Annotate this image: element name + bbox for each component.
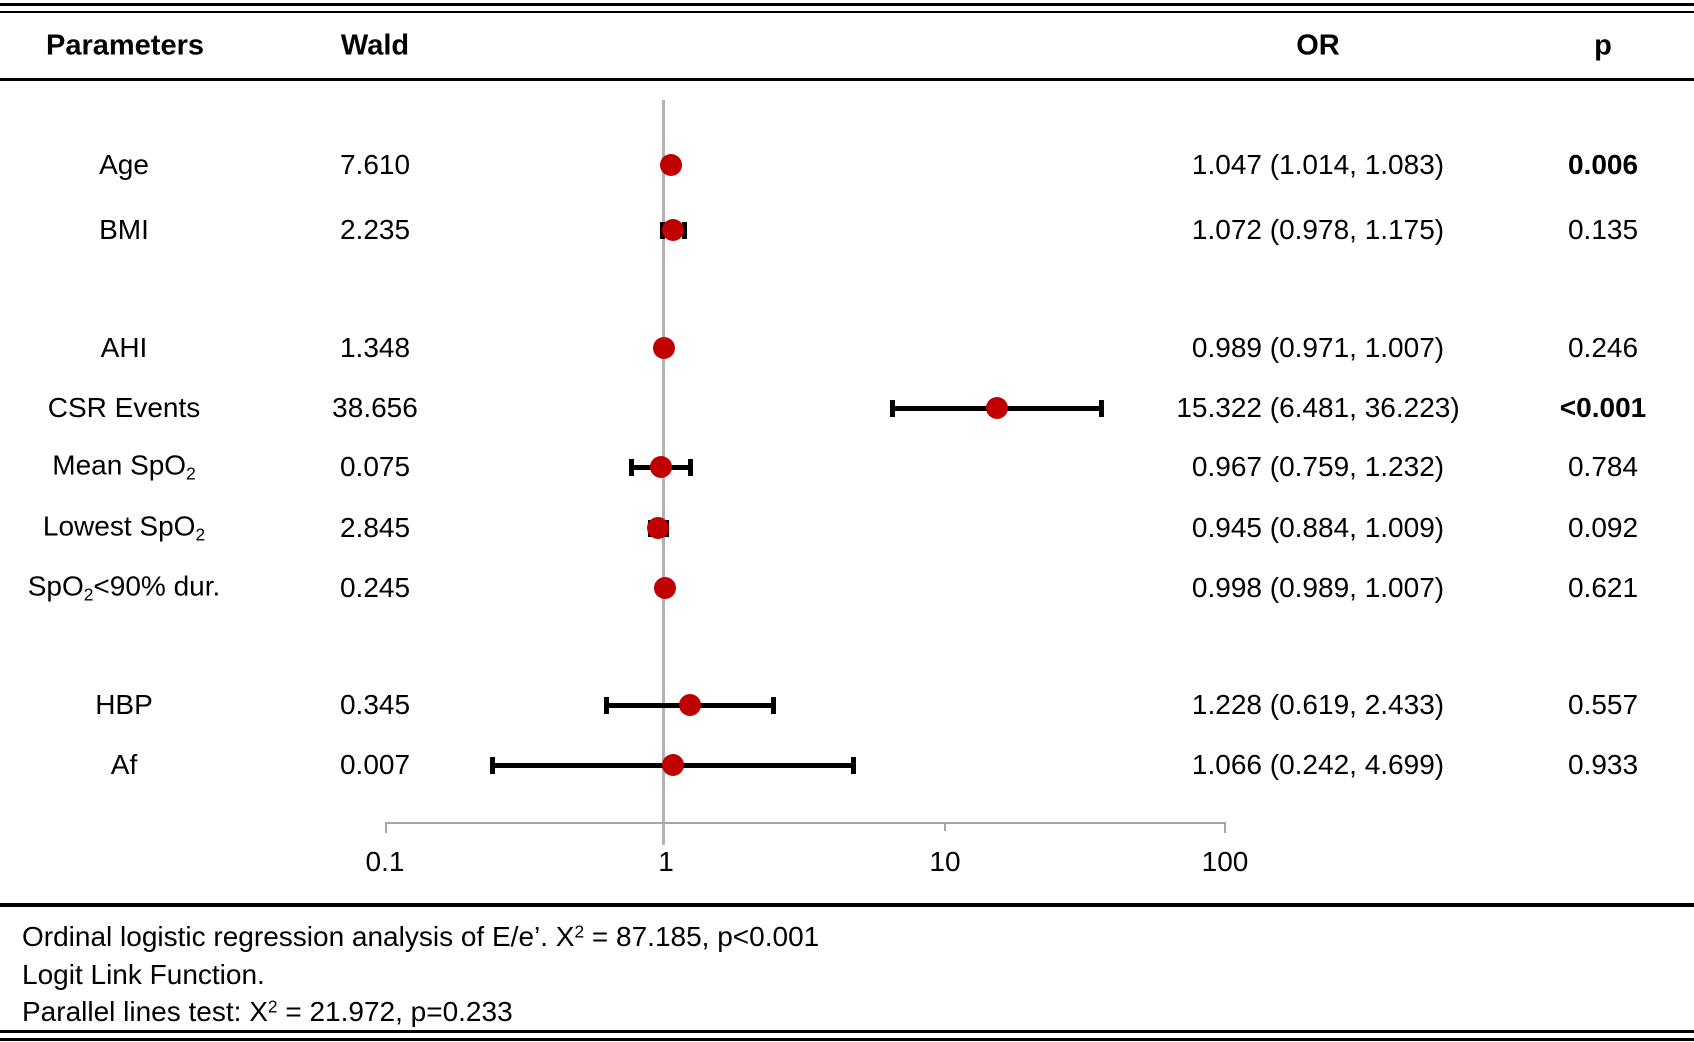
footnote-line: Parallel lines test: X2 = 21.972, p=0.23… xyxy=(22,996,513,1027)
row-p-value: 0.092 xyxy=(1567,512,1639,543)
row-label: Lowest SpO2 xyxy=(42,510,206,545)
row-p-value: 0.933 xyxy=(1567,749,1639,780)
row-or-ci-text: 0.967 (0.759, 1.232) xyxy=(1191,451,1445,482)
or-point-marker xyxy=(985,397,1008,419)
column-header-or: OR xyxy=(1296,29,1340,62)
column-header-wald: Wald xyxy=(340,29,410,62)
row-or-ci-text: 1.047 (1.014, 1.083) xyxy=(1191,149,1445,180)
row-wald-value: 0.245 xyxy=(339,572,411,603)
x-axis-tick-01 xyxy=(385,822,387,833)
ci-cap-left xyxy=(489,756,495,774)
row-wald-value: 2.845 xyxy=(339,512,411,543)
ci-cap-right xyxy=(1099,399,1105,417)
or-point-marker xyxy=(652,337,675,359)
or-point-marker xyxy=(647,517,670,539)
ci-cap-right xyxy=(682,221,688,239)
column-header-parameters: Parameters xyxy=(46,29,204,62)
row-p-value: <0.001 xyxy=(1559,392,1647,423)
x-axis-label-100: 100 xyxy=(1201,846,1249,877)
row-label: Age xyxy=(99,149,149,180)
row-label: Mean SpO2 xyxy=(52,449,196,484)
row-wald-value: 0.345 xyxy=(339,689,411,720)
footnote-line: Logit Link Function. xyxy=(22,959,265,990)
x-axis-label-01: 0.1 xyxy=(365,846,405,877)
row-label: AHI xyxy=(100,332,148,363)
ci-cap-left xyxy=(604,696,610,714)
footnote-line: Ordinal logistic regression analysis of … xyxy=(22,921,820,952)
ci-cap-left xyxy=(628,458,634,476)
row-label: SpO2<90% dur. xyxy=(27,570,221,605)
or-point-marker xyxy=(649,456,672,478)
x-axis-line xyxy=(385,822,1226,824)
row-p-value: 0.006 xyxy=(1567,149,1639,180)
top-rule-inner xyxy=(0,11,1694,13)
row-p-value: 0.557 xyxy=(1567,689,1639,720)
or-point-marker xyxy=(661,754,684,776)
header-rule xyxy=(0,78,1694,81)
ci-cap-right xyxy=(687,458,693,476)
or-point-marker xyxy=(653,577,676,599)
row-label: Af xyxy=(110,749,138,780)
ci-cap-right xyxy=(850,756,856,774)
ci-cap-left xyxy=(659,221,665,239)
row-or-ci-text: 0.945 (0.884, 1.009) xyxy=(1191,512,1445,543)
ci-cap-right xyxy=(770,696,776,714)
x-axis-tick-10 xyxy=(944,822,946,831)
row-or-ci-text: 1.228 (0.619, 2.433) xyxy=(1191,689,1445,720)
row-wald-value: 7.610 xyxy=(339,149,411,180)
row-or-ci-text: 15.322 (6.481, 36.223) xyxy=(1176,392,1460,423)
row-p-value: 0.246 xyxy=(1567,332,1639,363)
bottom-rule-inner xyxy=(0,1038,1694,1041)
row-or-ci-text: 0.998 (0.989, 1.007) xyxy=(1191,572,1445,603)
row-or-ci-text: 1.072 (0.978, 1.175) xyxy=(1191,214,1445,245)
row-or-ci-text: 0.989 (0.971, 1.007) xyxy=(1191,332,1445,363)
row-p-value: 0.621 xyxy=(1567,572,1639,603)
row-wald-value: 0.075 xyxy=(339,451,411,482)
row-label: CSR Events xyxy=(47,392,201,423)
ci-cap-left xyxy=(889,399,895,417)
row-p-value: 0.784 xyxy=(1567,451,1639,482)
top-rule-outer xyxy=(0,3,1694,6)
footnote-rule xyxy=(0,903,1694,907)
or-point-marker xyxy=(659,154,682,176)
or-point-marker xyxy=(678,694,701,716)
row-wald-value: 2.235 xyxy=(339,214,411,245)
column-header-p: p xyxy=(1594,29,1612,62)
x-axis-label-1: 1 xyxy=(658,846,674,877)
row-p-value: 0.135 xyxy=(1567,214,1639,245)
x-axis-label-10: 10 xyxy=(929,846,961,877)
row-label: BMI xyxy=(99,214,149,245)
row-label: HBP xyxy=(95,689,153,720)
bottom-rule-outer xyxy=(0,1030,1694,1033)
row-or-ci-text: 1.066 (0.242, 4.699) xyxy=(1191,749,1445,780)
or-point-marker xyxy=(662,219,685,241)
row-wald-value: 38.656 xyxy=(332,392,418,423)
x-axis-tick-100 xyxy=(1224,822,1226,833)
row-wald-value: 0.007 xyxy=(339,749,411,780)
row-wald-value: 1.348 xyxy=(339,332,411,363)
